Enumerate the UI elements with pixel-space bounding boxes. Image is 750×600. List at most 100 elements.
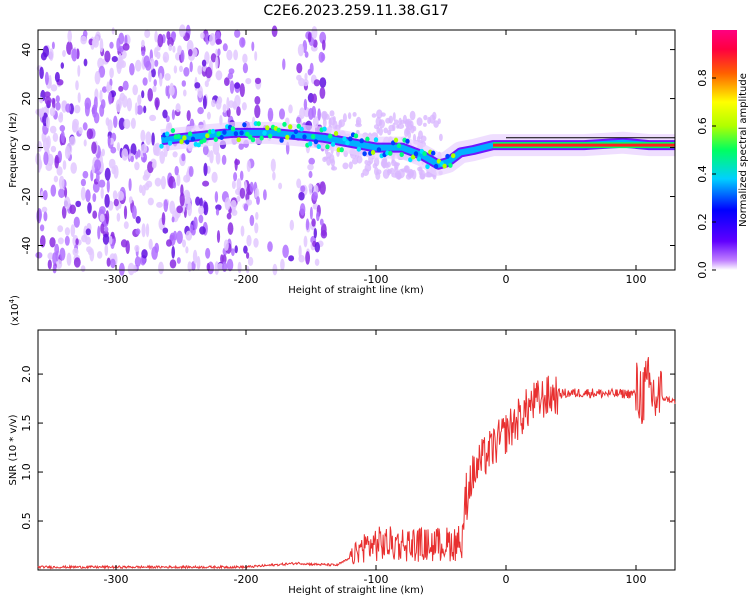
noise-blob [92, 181, 100, 193]
noise-blob [394, 119, 399, 125]
noise-blob [75, 238, 79, 246]
noise-blob [202, 95, 207, 110]
noise-blob [299, 203, 306, 216]
noise-blob [240, 225, 245, 237]
noise-blob [176, 205, 183, 214]
noise-blob [214, 191, 219, 203]
noise-blob [197, 85, 203, 99]
noise-blob [222, 103, 227, 113]
noise-blob [134, 102, 138, 116]
noise-blob [144, 29, 151, 39]
noise-blob [101, 148, 105, 157]
noise-blob [187, 202, 193, 217]
noise-blob [194, 82, 201, 89]
noise-blob [72, 118, 79, 128]
noise-blob [119, 262, 125, 276]
noise-blob [189, 224, 194, 234]
x-tick-label: 100 [626, 573, 647, 586]
noise-blob [297, 43, 304, 57]
noise-blob [303, 235, 308, 248]
colorbar: 0.0 0.2 0.4 0.6 0.8 Normalized spectral ampl… [696, 30, 749, 279]
noise-blob [104, 243, 109, 256]
noise-blob [165, 85, 169, 97]
noise-blob [246, 234, 252, 247]
noise-blob [71, 48, 78, 62]
noise-blob [109, 78, 113, 87]
noise-blob [202, 180, 210, 187]
noise-blob [188, 166, 194, 177]
signal-blob [182, 135, 187, 141]
noise-blob [131, 205, 137, 220]
noise-blob [298, 254, 305, 263]
noise-blob [388, 115, 394, 124]
noise-blob [179, 65, 183, 73]
noise-blob [55, 95, 60, 103]
noise-blob [205, 247, 211, 259]
noise-blob [183, 174, 190, 183]
noise-blob [83, 58, 88, 67]
noise-blob [56, 166, 63, 176]
noise-blob [217, 48, 221, 56]
snr-series-line [37, 357, 676, 570]
noise-blob [186, 40, 194, 53]
noise-blob [272, 171, 276, 181]
signal-blob [268, 133, 273, 139]
signal-blob [236, 137, 241, 143]
noise-blob [356, 119, 360, 125]
noise-blob [91, 141, 97, 154]
noise-blob [241, 102, 247, 111]
noise-blob [40, 235, 46, 248]
noise-blob [161, 212, 166, 226]
noise-blob [388, 124, 395, 132]
noise-blob [307, 68, 312, 76]
noise-blob [99, 104, 105, 117]
noise-blob [154, 97, 160, 109]
noise-blob [402, 114, 407, 124]
noise-blob [80, 186, 86, 201]
noise-blob [81, 234, 88, 243]
noise-blob [160, 175, 166, 190]
noise-blob [289, 219, 294, 231]
noise-blob [180, 49, 185, 63]
noise-blob [48, 48, 54, 61]
noise-blob [82, 122, 88, 131]
noise-blob [254, 77, 262, 85]
signal-blob [282, 121, 287, 127]
signal-blob [167, 140, 173, 146]
noise-blob [179, 24, 186, 38]
noise-blob [278, 182, 283, 190]
noise-blob [106, 179, 110, 193]
noise-blob [409, 169, 414, 177]
noise-blob [149, 114, 157, 122]
noise-blob [195, 196, 201, 206]
noise-blob [134, 256, 141, 267]
noise-blob [226, 212, 232, 220]
noise-blob [215, 208, 220, 216]
noise-blob [102, 233, 110, 245]
signal-blob [213, 137, 218, 142]
y-tick-label: 2.0 [20, 365, 33, 383]
noise-blob [226, 97, 230, 111]
x-tick-label: 0 [503, 573, 510, 586]
noise-blob [397, 168, 405, 179]
noise-blob [424, 171, 432, 178]
noise-blob [409, 110, 416, 121]
noise-blob [72, 247, 79, 256]
noise-blob [107, 135, 111, 146]
noise-blob [123, 221, 129, 230]
signal-blob [308, 141, 313, 147]
noise-blob [48, 74, 52, 87]
signal-blob [265, 125, 270, 131]
noise-blob [80, 265, 86, 272]
noise-blob [177, 45, 183, 55]
noise-blob [37, 158, 43, 170]
noise-blob [197, 107, 204, 115]
noise-blob [308, 157, 316, 165]
noise-blob [94, 159, 102, 171]
noise-blob [182, 239, 186, 248]
noise-blob [173, 65, 178, 74]
noise-blob [54, 71, 60, 83]
noise-blob [319, 218, 324, 226]
signal-blob [256, 121, 261, 127]
noise-blob [59, 247, 66, 261]
